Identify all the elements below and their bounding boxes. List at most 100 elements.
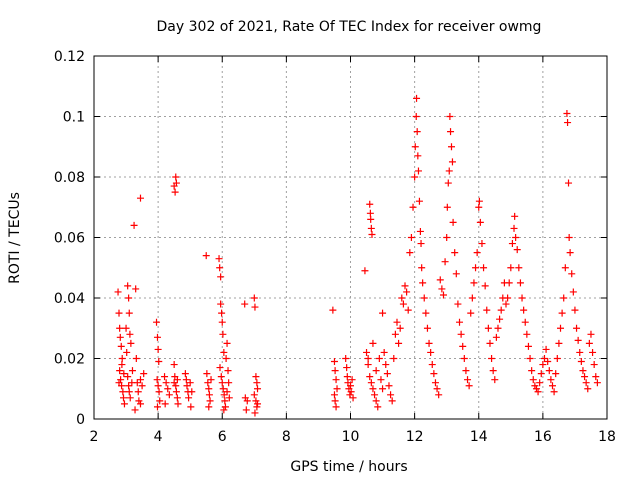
data-point [464, 376, 472, 384]
data-point [377, 376, 385, 384]
data-point [484, 324, 492, 332]
data-point [379, 385, 387, 393]
data-point [367, 215, 375, 223]
data-point [125, 382, 133, 390]
data-point [558, 309, 566, 317]
data-point [489, 367, 497, 375]
data-point [128, 367, 136, 375]
data-point [454, 300, 462, 308]
data-point [568, 270, 576, 278]
data-point [153, 403, 161, 411]
data-point [221, 403, 229, 411]
data-point [380, 348, 388, 356]
data-point [494, 324, 502, 332]
data-point [589, 348, 597, 356]
data-point [491, 376, 499, 384]
data-point [116, 333, 124, 341]
data-point [587, 330, 595, 338]
data-point [393, 318, 401, 326]
x-tick-label: 4 [154, 429, 163, 445]
data-point [536, 379, 544, 387]
data-point [124, 373, 132, 381]
data-point [181, 370, 189, 378]
y-tick-label: 0.1 [63, 110, 85, 126]
data-point [186, 379, 194, 387]
data-point [528, 367, 536, 375]
data-point [593, 379, 601, 387]
data-point [114, 288, 122, 296]
data-point [441, 258, 449, 266]
data-point [375, 355, 383, 362]
data-point [412, 113, 420, 120]
data-point [468, 294, 476, 302]
data-point [544, 358, 552, 366]
data-point [566, 249, 574, 257]
data-point [422, 309, 430, 317]
data-point [223, 339, 231, 347]
data-point [182, 376, 190, 384]
data-point [172, 388, 180, 396]
data-point [547, 376, 555, 384]
data-point [456, 318, 464, 326]
data-point [361, 267, 369, 275]
data-point [217, 300, 225, 308]
data-point [252, 397, 260, 405]
data-point [425, 339, 433, 347]
data-point [185, 394, 193, 402]
data-point [565, 179, 573, 187]
data-point [518, 294, 526, 302]
data-point [497, 306, 505, 314]
data-point [225, 379, 233, 387]
data-point [242, 406, 250, 414]
data-point [216, 264, 224, 272]
data-point [155, 388, 163, 396]
data-point [414, 167, 422, 175]
data-point [383, 370, 391, 378]
data-point [115, 379, 123, 387]
data-point [347, 382, 354, 390]
data-point [443, 234, 451, 241]
data-point [438, 285, 446, 293]
data-point [118, 355, 126, 362]
data-point [132, 355, 140, 362]
data-point [395, 339, 403, 347]
y-axis-title: ROTI / TECUs [7, 192, 23, 284]
data-point [183, 382, 191, 390]
data-point [569, 288, 577, 296]
data-point [364, 361, 372, 369]
data-point [590, 361, 598, 369]
data-point [411, 173, 419, 181]
data-point [414, 152, 422, 160]
data-point [516, 279, 524, 287]
data-point [565, 234, 573, 241]
data-point [452, 270, 460, 278]
data-point [401, 282, 409, 290]
data-point [250, 391, 258, 399]
data-point [366, 373, 374, 381]
data-point [416, 227, 424, 235]
data-point [165, 391, 173, 399]
x-tick-label: 8 [282, 429, 291, 445]
data-point [457, 330, 465, 338]
chart-title: Day 302 of 2021, Rate Of TEC Index for r… [157, 19, 542, 35]
data-point [170, 361, 178, 369]
data-point [331, 397, 339, 405]
data-point [174, 400, 182, 408]
data-point [122, 324, 130, 332]
data-point [403, 288, 411, 296]
data-point [220, 348, 228, 356]
data-point [126, 330, 134, 338]
data-point [162, 379, 170, 387]
data-point [221, 397, 229, 405]
data-point [448, 158, 456, 166]
data-point [123, 348, 131, 356]
data-point [462, 367, 470, 375]
data-point [342, 355, 350, 362]
data-point [153, 318, 161, 326]
data-point [117, 342, 125, 350]
data-point [467, 309, 475, 317]
data-point [205, 391, 213, 399]
data-point [132, 285, 140, 293]
data-point [138, 382, 146, 390]
